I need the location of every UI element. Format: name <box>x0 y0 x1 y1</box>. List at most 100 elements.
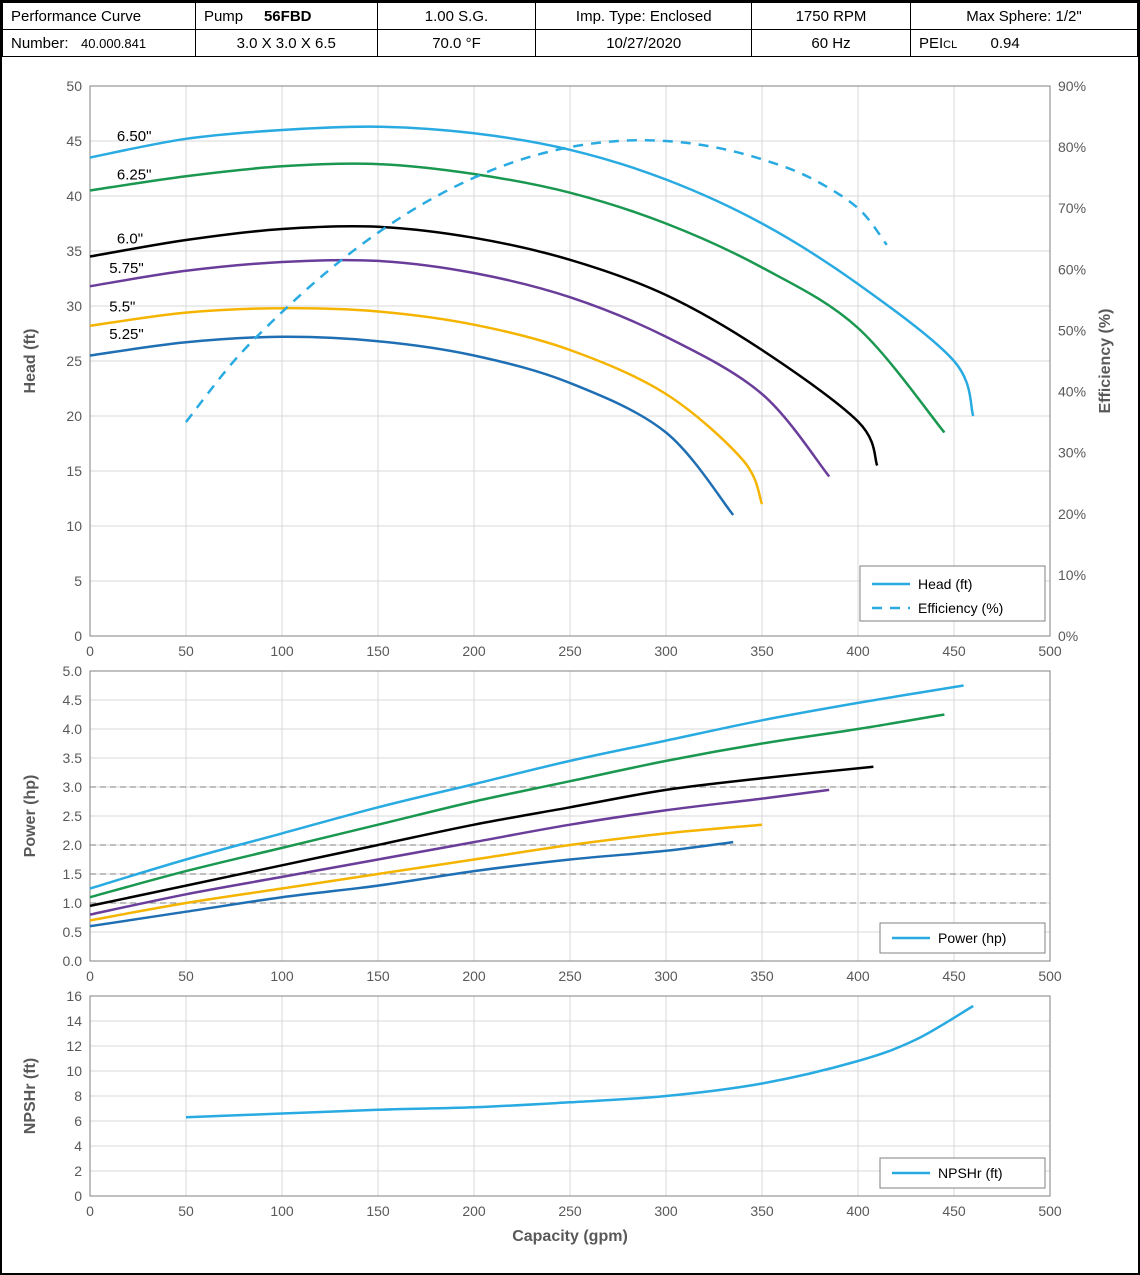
svg-text:100: 100 <box>270 643 294 659</box>
head-curve <box>90 127 973 416</box>
svg-text:350: 350 <box>750 968 774 984</box>
power-curve <box>90 825 762 921</box>
svg-text:5.0: 5.0 <box>63 663 83 679</box>
svg-text:250: 250 <box>558 1203 582 1219</box>
svg-text:0: 0 <box>86 1203 94 1219</box>
svg-text:450: 450 <box>942 1203 966 1219</box>
svg-text:200: 200 <box>462 1203 486 1219</box>
x-axis-label: Capacity (gpm) <box>512 1228 628 1245</box>
head-curve <box>90 226 877 465</box>
curve-label: 5.75" <box>109 260 144 277</box>
svg-text:80%: 80% <box>1058 139 1086 155</box>
svg-text:1.0: 1.0 <box>63 895 83 911</box>
legend-text: Head (ft) <box>918 576 972 592</box>
svg-text:40%: 40% <box>1058 384 1086 400</box>
svg-text:2.0: 2.0 <box>63 837 83 853</box>
svg-text:100: 100 <box>270 1203 294 1219</box>
svg-text:300: 300 <box>654 1203 678 1219</box>
power-curve <box>90 767 873 906</box>
head-curve <box>90 164 944 433</box>
svg-text:0: 0 <box>74 628 82 644</box>
svg-text:500: 500 <box>1038 968 1062 984</box>
head-curve <box>90 308 762 504</box>
svg-text:500: 500 <box>1038 643 1062 659</box>
svg-text:0.5: 0.5 <box>63 924 83 940</box>
svg-text:3.5: 3.5 <box>63 750 83 766</box>
svg-text:400: 400 <box>846 643 870 659</box>
svg-text:500: 500 <box>1038 1203 1062 1219</box>
svg-text:10%: 10% <box>1058 567 1086 583</box>
svg-text:400: 400 <box>846 968 870 984</box>
curve-label: 6.25" <box>117 167 152 184</box>
size-value: 3.0 X 3.0 X 6.5 <box>237 35 336 52</box>
svg-text:15: 15 <box>66 463 82 479</box>
svg-text:200: 200 <box>462 968 486 984</box>
svg-text:45: 45 <box>66 133 82 149</box>
svg-text:450: 450 <box>942 968 966 984</box>
sg-value: 1.00 S.G. <box>425 8 488 25</box>
svg-text:100: 100 <box>270 968 294 984</box>
svg-text:0: 0 <box>86 968 94 984</box>
svg-text:70%: 70% <box>1058 200 1086 216</box>
svg-text:0.0: 0.0 <box>63 953 83 969</box>
head-axis-label: Head (ft) <box>22 329 39 394</box>
svg-text:60%: 60% <box>1058 261 1086 277</box>
svg-text:90%: 90% <box>1058 78 1086 94</box>
eff-axis-label: Efficiency (%) <box>1097 309 1114 414</box>
svg-text:40: 40 <box>66 188 82 204</box>
power-axis-label: Power (hp) <box>22 775 39 858</box>
svg-text:200: 200 <box>462 643 486 659</box>
pump-label: Pump <box>204 8 243 25</box>
svg-text:25: 25 <box>66 353 82 369</box>
npshr-axis-label: NPSHr (ft) <box>22 1058 39 1134</box>
pei-label: PEI <box>919 35 943 52</box>
svg-text:50: 50 <box>178 1203 194 1219</box>
pump-model: 56FBD <box>264 8 312 25</box>
svg-text:350: 350 <box>750 643 774 659</box>
legend-text: NPSHr (ft) <box>938 1165 1003 1181</box>
svg-text:2: 2 <box>74 1163 82 1179</box>
header-row-2: Number: 40.000.841 3.0 X 3.0 X 6.5 70.0 … <box>3 30 1138 57</box>
svg-text:300: 300 <box>654 643 678 659</box>
efficiency-curve <box>186 140 887 422</box>
svg-text:8: 8 <box>74 1088 82 1104</box>
svg-text:0%: 0% <box>1058 628 1078 644</box>
svg-text:4.0: 4.0 <box>63 721 83 737</box>
perf-curve-label: Performance Curve <box>11 8 141 25</box>
svg-text:0: 0 <box>86 643 94 659</box>
svg-text:16: 16 <box>66 988 82 1004</box>
svg-text:1.5: 1.5 <box>63 866 83 882</box>
header-table: Performance Curve Pump 56FBD 1.00 S.G. I… <box>2 2 1138 57</box>
svg-text:2.5: 2.5 <box>63 808 83 824</box>
svg-text:10: 10 <box>66 1063 82 1079</box>
svg-text:4.5: 4.5 <box>63 692 83 708</box>
power-curve <box>90 790 829 915</box>
hz-value: 60 Hz <box>811 35 850 52</box>
svg-text:5: 5 <box>74 573 82 589</box>
number-value: 40.000.841 <box>81 36 146 51</box>
svg-text:20%: 20% <box>1058 506 1086 522</box>
svg-text:50: 50 <box>178 968 194 984</box>
temp-value: 70.0 °F <box>432 35 481 52</box>
number-label: Number: <box>11 35 69 52</box>
svg-text:30: 30 <box>66 298 82 314</box>
svg-text:50: 50 <box>66 78 82 94</box>
svg-text:350: 350 <box>750 1203 774 1219</box>
legend-text: Efficiency (%) <box>918 600 1003 616</box>
svg-text:150: 150 <box>366 968 390 984</box>
svg-text:450: 450 <box>942 643 966 659</box>
svg-text:30%: 30% <box>1058 445 1086 461</box>
max-sphere: Max Sphere: 1/2" <box>966 8 1081 25</box>
svg-text:250: 250 <box>558 968 582 984</box>
date-value: 10/27/2020 <box>606 35 681 52</box>
curve-label: 6.0" <box>117 230 143 247</box>
svg-text:400: 400 <box>846 1203 870 1219</box>
power-curve <box>90 715 944 898</box>
svg-text:20: 20 <box>66 408 82 424</box>
imp-type: Imp. Type: Enclosed <box>576 8 712 25</box>
svg-text:150: 150 <box>366 643 390 659</box>
svg-text:50%: 50% <box>1058 322 1086 338</box>
legend-text: Power (hp) <box>938 930 1006 946</box>
curve-label: 6.50" <box>117 128 152 145</box>
svg-text:35: 35 <box>66 243 82 259</box>
